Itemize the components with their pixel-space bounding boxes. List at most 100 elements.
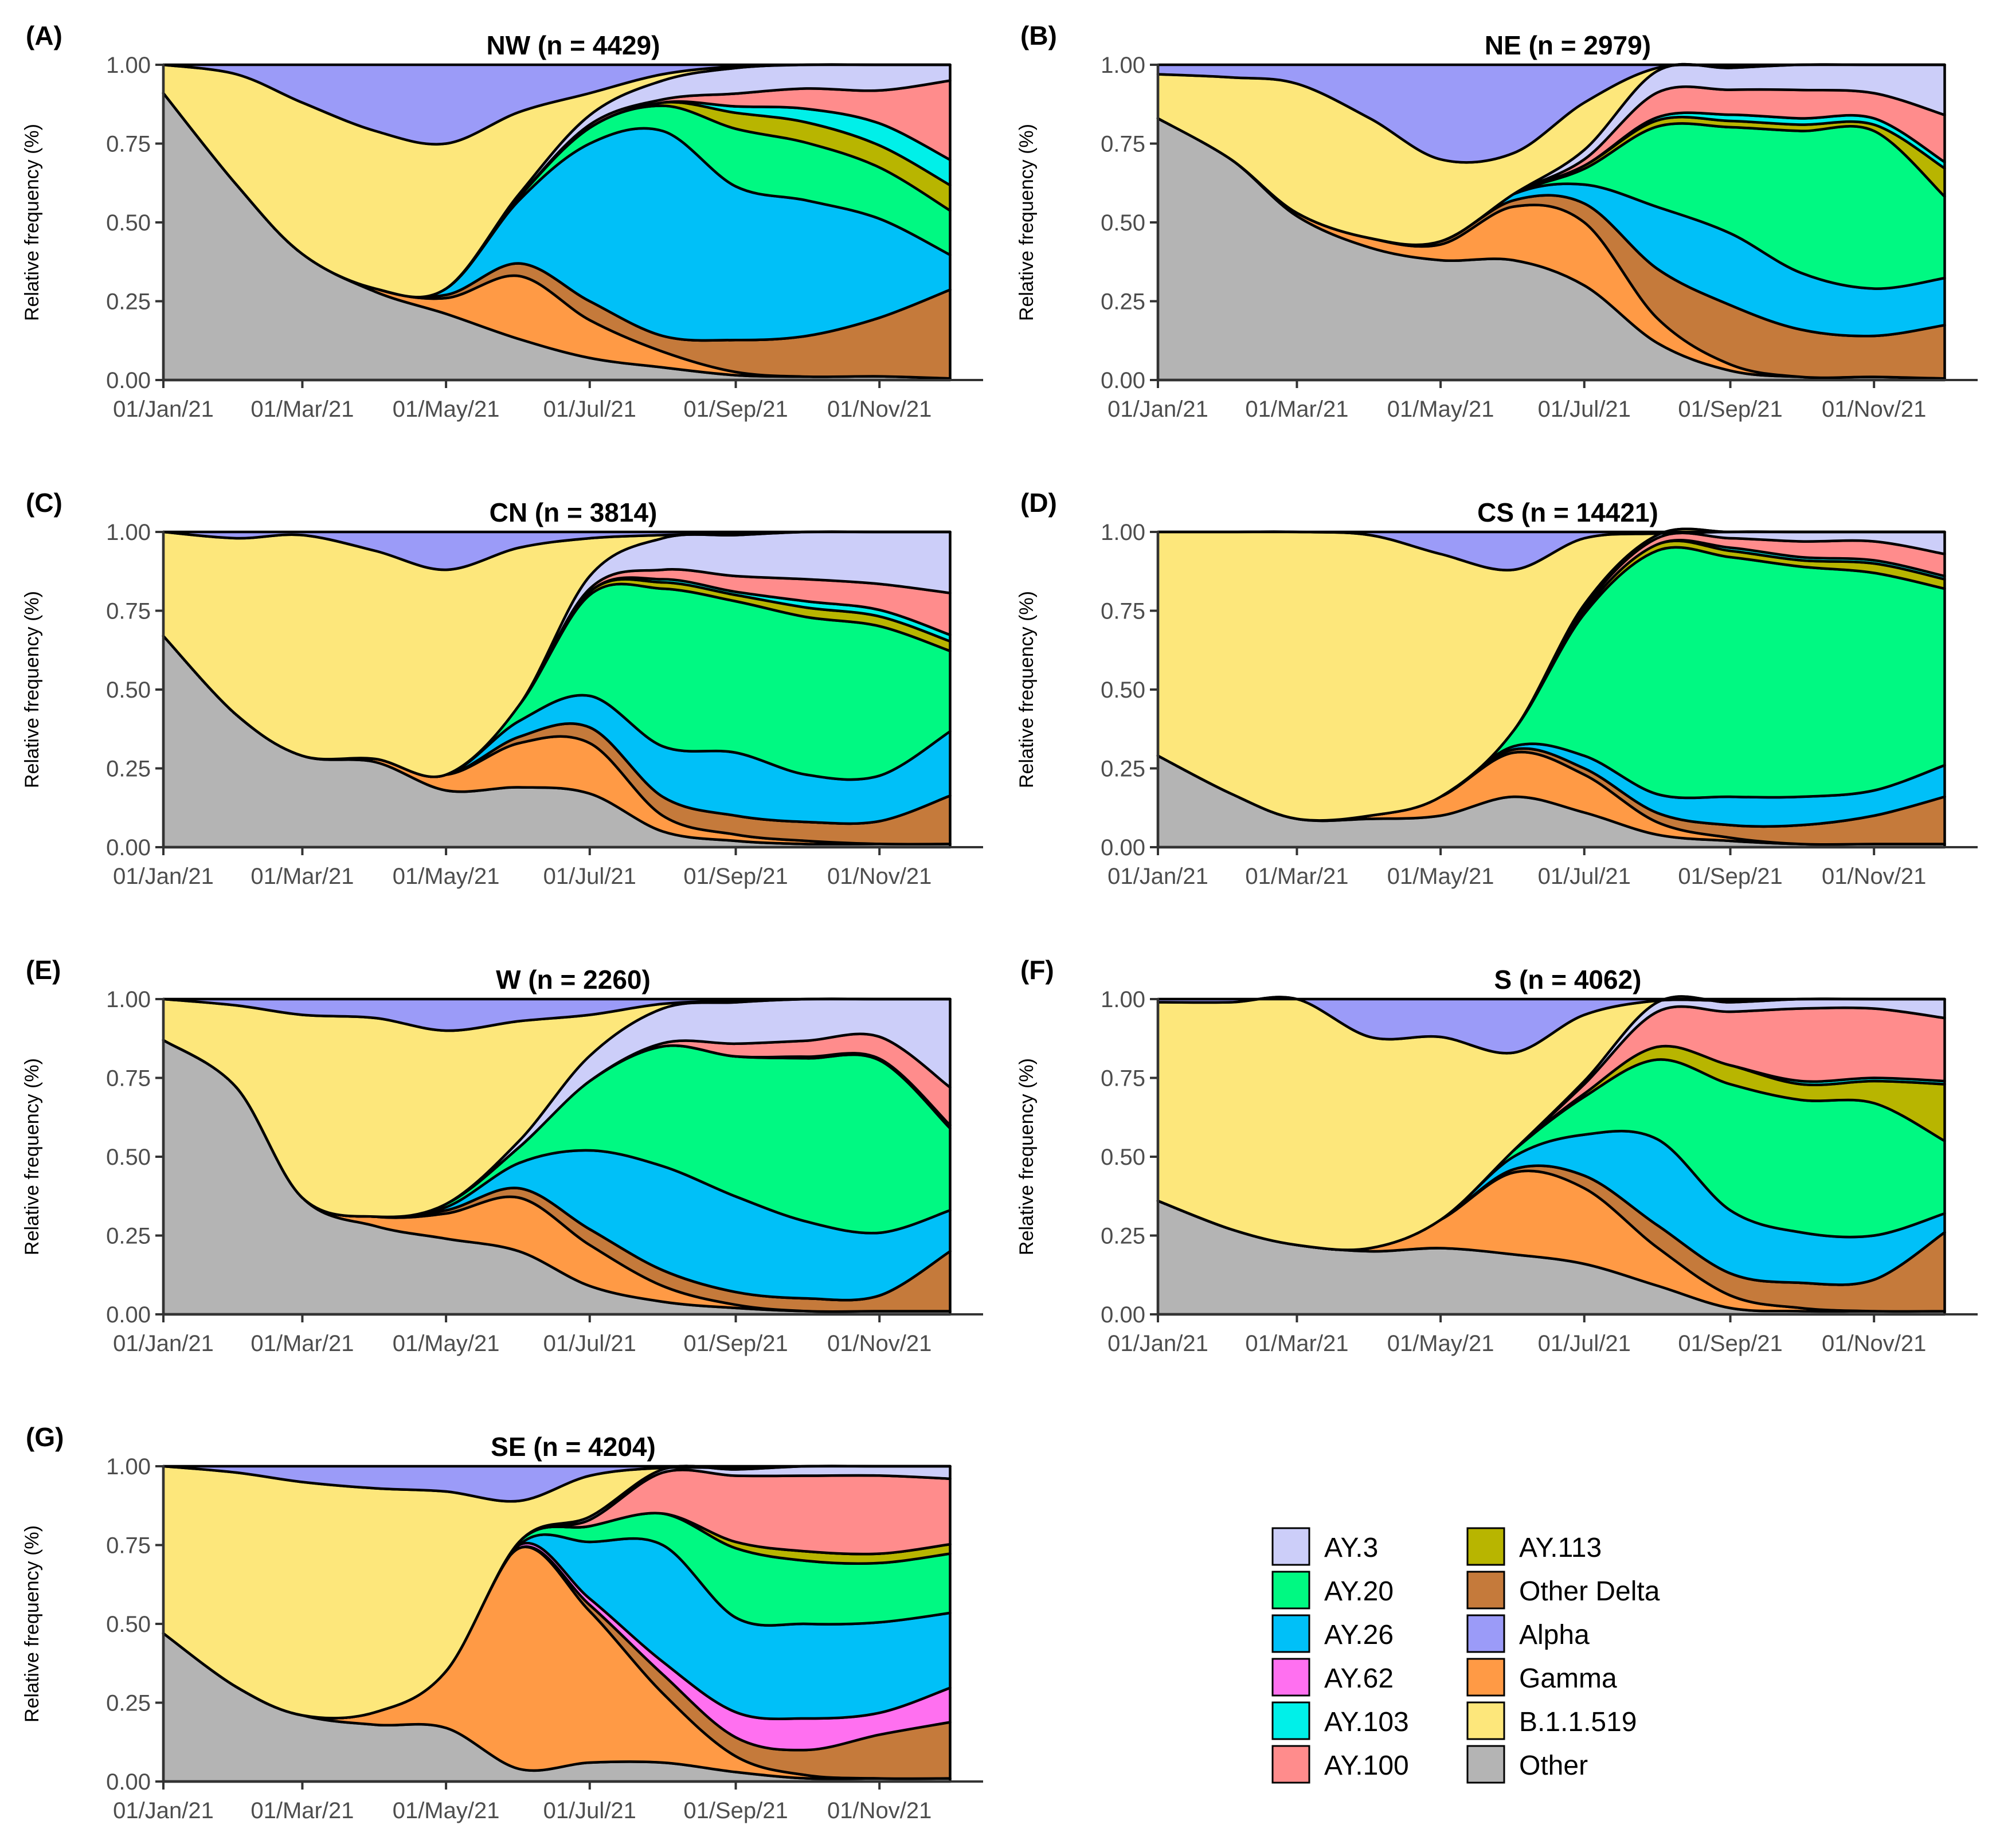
area-stack [1156,527,1946,849]
panel-title: CN (n = 3814) [490,498,657,527]
legend-item-ay-20: AY.20 [1271,1571,1394,1610]
panel-title: NE (n = 2979) [1485,30,1651,60]
y-axis-title: Relative frequency (%) [21,124,43,321]
y-tick-label: 0.75 [106,1066,151,1091]
x-tick-label: 01/Nov/21 [827,1798,932,1823]
x-tick-label: 01/May/21 [393,1798,500,1823]
y-tick-label: 1.00 [1101,53,1145,78]
legend-swatch [1271,1745,1310,1784]
legend-label: AY.20 [1324,1576,1394,1607]
y-tick-label: 0.75 [106,1533,151,1559]
panel-d: 0.00 0.25 0.50 0.75 1.00 01/Jan/21 01/Mar/21 01… [1016,488,1978,889]
panel-title: S (n = 4062) [1494,965,1642,995]
x-tick-label: 01/Nov/21 [827,864,932,889]
y-tick-label: 0.25 [106,1691,151,1716]
area-alpha [1156,996,1946,1055]
x-tick-label: 01/Nov/21 [1822,864,1926,889]
x-tick-label: 01/May/21 [393,1331,500,1356]
legend-item-ay-26: AY.26 [1271,1614,1394,1653]
y-tick-label: 0.75 [106,132,151,157]
y-tick-label: 0.50 [1101,1145,1145,1170]
legend-label: Alpha [1519,1620,1590,1650]
legend-item-ay-103: AY.103 [1271,1701,1409,1740]
x-tick-label: 01/Sep/21 [683,1331,788,1356]
y-tick-label: 1.00 [106,520,151,545]
legend-swatch [1466,1527,1505,1566]
y-tick-label: 0.50 [1101,678,1145,703]
legend-label: Other Delta [1519,1576,1660,1607]
x-tick-label: 01/Jan/21 [1107,1331,1208,1356]
y-axis-title: Relative frequency (%) [1016,591,1038,788]
x-tick-label: 01/Jan/21 [113,1798,214,1823]
x-tick-label: 01/Nov/21 [1822,397,1926,422]
area-alpha [1156,63,1946,164]
y-tick-label: 1.00 [1101,987,1145,1012]
x-tick-label: 01/Nov/21 [827,397,932,422]
panel-label: (B) [1020,21,1057,50]
y-tick-label: 0.75 [1101,599,1145,624]
x-tick-label: 01/Nov/21 [1822,1331,1926,1356]
legend-item-gamma: Gamma [1466,1658,1617,1697]
legend-item-alpha: Alpha [1466,1614,1590,1653]
y-tick-label: 0.50 [106,210,151,236]
x-tick-label: 01/May/21 [393,397,500,422]
x-tick-label: 01/Jul/21 [543,1798,636,1823]
x-tick-label: 01/Jan/21 [113,864,214,889]
y-axis-title: Relative frequency (%) [21,591,43,788]
panel-title: NW (n = 4429) [487,30,660,60]
area-alpha [162,530,952,571]
x-tick-label: 01/Jan/21 [113,1331,214,1356]
panel-title: CS (n = 14421) [1477,498,1658,527]
y-tick-label: 0.50 [106,1145,151,1170]
y-tick-label: 1.00 [1101,520,1145,545]
y-tick-label: 0.25 [1101,289,1145,315]
x-tick-label: 01/Sep/21 [1678,397,1782,422]
x-tick-label: 01/Jan/21 [1107,397,1208,422]
area-stack [162,63,952,382]
x-tick-label: 01/Jul/21 [543,397,636,422]
legend-label: Gamma [1519,1663,1617,1694]
x-tick-label: 01/May/21 [1387,397,1494,422]
legend-label: B.1.1.519 [1519,1707,1637,1737]
area-stack [162,530,952,849]
legend-item-b-1-1-519: B.1.1.519 [1466,1701,1637,1740]
x-tick-label: 01/Jul/21 [1538,397,1631,422]
x-tick-label: 01/Sep/21 [683,1798,788,1823]
legend-item-ay-3: AY.3 [1271,1527,1378,1566]
y-axis-title: Relative frequency (%) [21,1058,43,1255]
legend-swatch [1271,1527,1310,1566]
area-stack [1156,995,1946,1316]
y-tick-label: 0.00 [1101,1302,1145,1328]
legend-swatch [1271,1701,1310,1740]
legend-item-ay-62: AY.62 [1271,1658,1394,1697]
area-alpha [1156,530,1946,571]
legend-swatch [1466,1614,1505,1653]
panel-f: 0.00 0.25 0.50 0.75 1.00 01/Jan/21 01/Mar/21 01… [1016,955,1978,1356]
y-axis-title: Relative frequency (%) [1016,124,1038,321]
x-tick-label: 01/May/21 [1387,1331,1494,1356]
x-tick-label: 01/Mar/21 [251,864,354,889]
panel-label: (A) [26,21,62,50]
legend-swatch [1466,1745,1505,1784]
y-tick-label: 0.00 [1101,368,1145,393]
y-tick-label: 0.75 [1101,132,1145,157]
legend-label: AY.113 [1519,1533,1602,1563]
y-tick-label: 0.00 [106,1302,151,1328]
y-tick-label: 0.25 [1101,1224,1145,1249]
panel-b: 0.00 0.25 0.50 0.75 1.00 01/Jan/21 01/Mar/21 01… [1016,21,1978,422]
x-tick-label: 01/Nov/21 [827,1331,932,1356]
legend: AY.3 AY.20 AY.26 AY.62 AY.103 AY.100 AY.113 Oth… [1271,1527,1660,1784]
y-tick-label: 0.50 [106,1612,151,1637]
y-tick-label: 0.75 [106,599,151,624]
x-tick-label: 01/Mar/21 [1245,1331,1348,1356]
y-tick-label: 1.00 [106,1454,151,1479]
legend-label: AY.62 [1324,1663,1394,1694]
legend-label: AY.100 [1324,1751,1409,1781]
y-tick-label: 1.00 [106,53,151,78]
y-axis-title: Relative frequency (%) [21,1525,43,1722]
x-tick-label: 01/May/21 [393,864,500,889]
y-axis-title: Relative frequency (%) [1016,1058,1038,1255]
panel-label: (F) [1020,955,1054,985]
x-tick-label: 01/Jul/21 [543,864,636,889]
